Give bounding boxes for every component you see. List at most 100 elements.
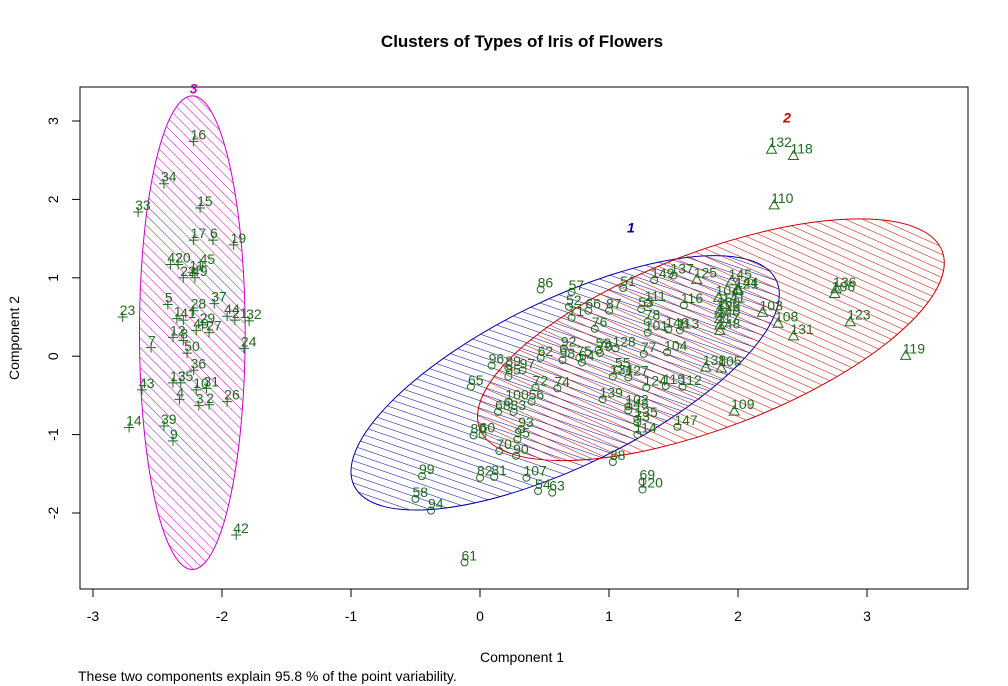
cluster-3-label: 3 xyxy=(190,81,198,97)
point-label: 77 xyxy=(641,339,657,355)
circle-marker xyxy=(494,407,503,416)
circle-marker xyxy=(584,306,593,315)
point-116: 116 xyxy=(679,290,704,310)
point-label: 20 xyxy=(175,249,191,265)
circle-marker xyxy=(426,506,435,515)
point-label: 70 xyxy=(496,436,512,452)
circle-marker xyxy=(487,361,496,370)
point-106: 106 xyxy=(828,278,855,298)
point-115: 115 xyxy=(661,371,686,390)
triangle-marker xyxy=(765,143,778,154)
circle-marker xyxy=(638,485,647,494)
point-29: 29 xyxy=(197,310,215,330)
chart-title: Clusters of Types of Iris of Flowers xyxy=(381,32,663,51)
point-125: 125 xyxy=(690,264,717,284)
point-83: 83 xyxy=(509,397,527,416)
triangle-marker xyxy=(714,307,726,318)
point-93: 93 xyxy=(517,414,534,434)
point-141: 141 xyxy=(719,289,746,309)
point-label: 55 xyxy=(615,355,631,371)
cluster-3-ellipse xyxy=(138,95,246,570)
circle-marker xyxy=(598,395,607,404)
point-label: 7 xyxy=(148,333,156,349)
point-label: 11 xyxy=(189,257,204,273)
point-label: 74 xyxy=(554,373,570,389)
point-104: 104 xyxy=(712,282,740,302)
point-139: 139 xyxy=(598,384,623,404)
point-54: 54 xyxy=(534,476,551,496)
point-label: 72 xyxy=(532,373,548,389)
circle-marker xyxy=(567,287,576,296)
point-label: 44 xyxy=(224,301,240,317)
point-label: 4 xyxy=(176,384,184,400)
circle-marker xyxy=(411,494,420,503)
point-label: 81 xyxy=(491,462,507,478)
point-label: 111 xyxy=(645,288,666,304)
point-149: 149 xyxy=(650,265,675,285)
circle-marker xyxy=(536,353,545,362)
point-label: 147 xyxy=(674,412,698,428)
point-71: 71 xyxy=(567,303,585,322)
point-147: 147 xyxy=(673,412,698,431)
y-tick-label: -1 xyxy=(45,428,61,441)
y-axis: -2 -1 0 1 2 3 xyxy=(45,117,81,519)
point-label: 71 xyxy=(569,303,585,319)
point-99: 99 xyxy=(417,461,435,481)
point-35: 35 xyxy=(175,368,194,388)
point-label: 116 xyxy=(681,290,704,306)
point-label: 54 xyxy=(535,476,551,492)
cluster-2-ellipse xyxy=(477,218,945,462)
circle-marker xyxy=(624,402,633,411)
circle-marker xyxy=(478,430,487,439)
point-119: 119 xyxy=(899,340,926,360)
point-label: 12 xyxy=(170,322,186,338)
point-label: 114 xyxy=(634,420,657,436)
triangle-marker xyxy=(714,318,726,330)
plus-marker xyxy=(222,396,233,407)
point-102: 102 xyxy=(624,391,649,411)
point-label: 9 xyxy=(170,426,178,442)
cluster-1-label: 1 xyxy=(627,219,635,235)
point-2: 2 xyxy=(204,390,214,410)
point-label: 1 xyxy=(174,304,182,320)
y-tick-label: 1 xyxy=(45,274,61,282)
point-20: 20 xyxy=(173,249,191,270)
point-label: 115 xyxy=(663,371,686,387)
plus-marker xyxy=(187,267,198,278)
triangle-marker xyxy=(772,317,784,328)
plus-marker xyxy=(222,311,233,322)
point-label: 63 xyxy=(549,478,565,494)
point-6: 6 xyxy=(207,225,218,246)
triangle-marker xyxy=(844,315,857,327)
circle-marker xyxy=(637,305,646,314)
point-113: 113 xyxy=(675,315,699,335)
point-label: 104 xyxy=(716,282,740,298)
point-label: 35 xyxy=(178,368,194,384)
plus-marker xyxy=(178,315,189,326)
point-label: 124 xyxy=(643,373,667,389)
point-136: 136 xyxy=(830,274,857,294)
point-5: 5 xyxy=(162,289,173,310)
x-tick-label: 2 xyxy=(734,608,742,624)
point-label: 23 xyxy=(120,302,136,318)
circle-marker xyxy=(633,414,642,423)
point-42: 42 xyxy=(165,249,183,270)
point-94: 94 xyxy=(426,496,444,515)
point-135: 135 xyxy=(633,404,658,423)
point-16: 16 xyxy=(188,126,207,147)
point-label: 42 xyxy=(167,249,183,265)
point-label: 16 xyxy=(191,126,207,142)
triangle-marker xyxy=(714,303,726,314)
circle-marker xyxy=(643,328,652,337)
point-40: 40 xyxy=(191,315,209,336)
point-label: 58 xyxy=(413,484,429,500)
circle-marker xyxy=(663,348,672,357)
point-label: 83 xyxy=(511,397,527,413)
point-96: 96 xyxy=(487,351,504,370)
point-label: 120 xyxy=(640,474,664,490)
point-label: 119 xyxy=(903,340,926,356)
point-89: 89 xyxy=(504,353,521,372)
point-27: 27 xyxy=(204,318,222,338)
point-104: 104 xyxy=(663,337,688,357)
point-64: 64 xyxy=(577,347,595,367)
